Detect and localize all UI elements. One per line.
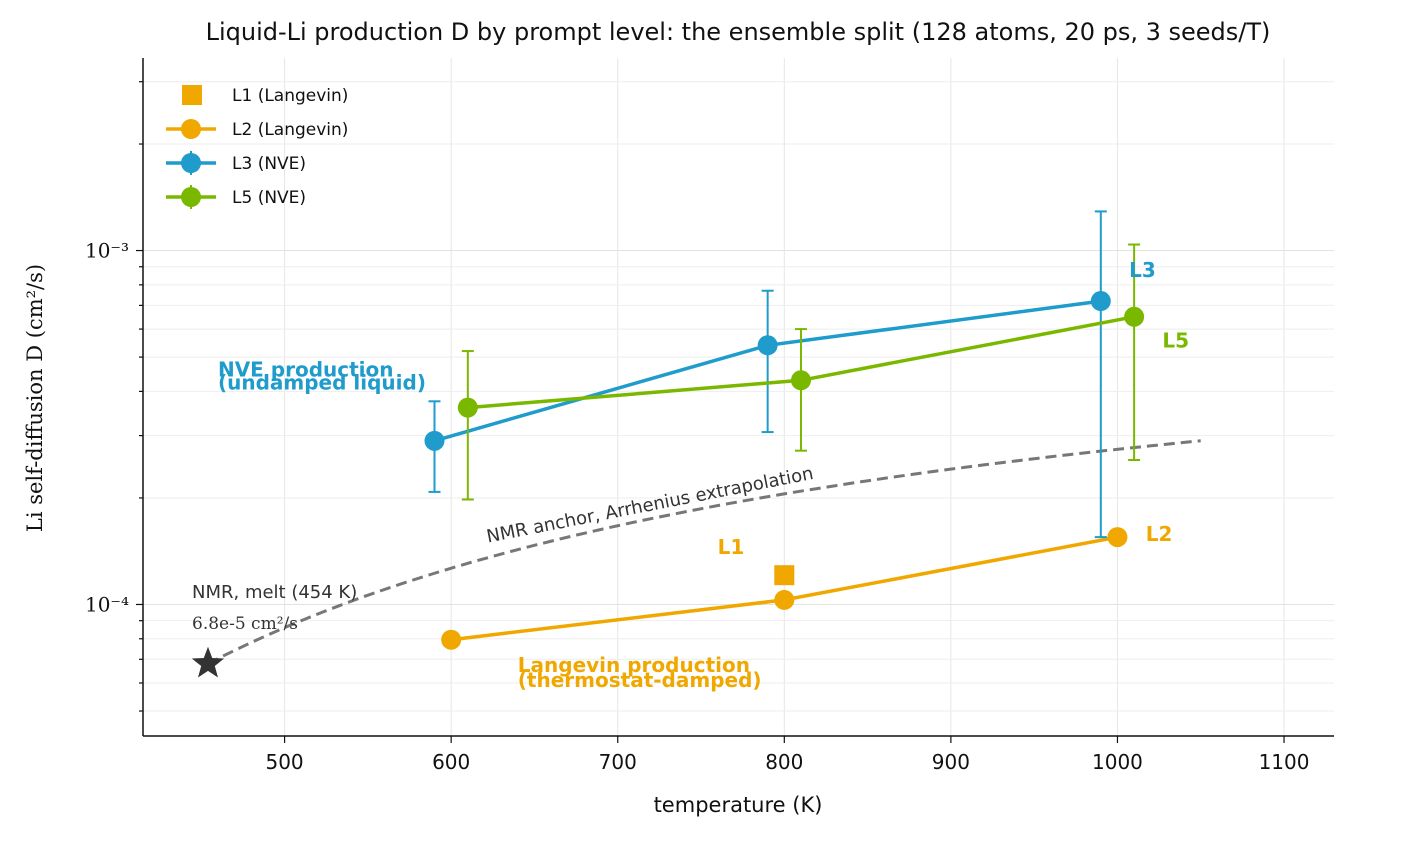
legend-item: L3 (NVE) — [166, 151, 306, 175]
y-tick-label: 10⁻³ — [85, 239, 129, 263]
x-tick-label: 700 — [599, 750, 637, 774]
legend-marker — [181, 119, 201, 139]
melt-value-label: 6.8e-5 cm²/s — [192, 614, 298, 634]
legend: L1 (Langevin) L2 (Langevin) L3 (NVE) L5 (NV… — [166, 85, 348, 209]
x-tick-label: 800 — [765, 750, 803, 774]
series-layer — [424, 210, 1145, 650]
data-point — [1124, 306, 1145, 327]
x-tick-label: 500 — [265, 750, 303, 774]
data-point — [424, 430, 445, 451]
legend-marker-square — [182, 85, 202, 105]
y-tick-label: 10⁻⁴ — [85, 592, 129, 616]
legend-marker — [181, 187, 201, 207]
annotation-label: L5 — [1162, 329, 1189, 353]
data-point — [457, 397, 478, 418]
x-tick-label: 1100 — [1259, 750, 1310, 774]
reference-label: NMR anchor, Arrhenius extrapolation — [485, 463, 815, 547]
data-point — [1090, 291, 1111, 312]
legend-label: L5 (NVE) — [232, 188, 306, 208]
annotations: NVE production(undamped liquid) Langevin … — [218, 258, 1189, 692]
data-point — [790, 370, 811, 391]
melt-label: NMR, melt (454 K) — [192, 582, 357, 603]
annotation-label: Langevin production — [518, 653, 750, 677]
data-point — [1107, 527, 1128, 548]
reference-curve: NMR anchor, Arrhenius extrapolation NMR, … — [191, 439, 1201, 678]
annotation-label: L2 — [1146, 522, 1173, 546]
data-point — [441, 629, 462, 650]
data-point — [774, 589, 795, 610]
legend-label: L1 (Langevin) — [232, 86, 348, 106]
chart-title: Liquid-Li production D by prompt level: … — [206, 18, 1271, 46]
annotation-label: (thermostat-damped) — [518, 668, 762, 692]
annotation-label: L3 — [1129, 258, 1156, 282]
legend-marker — [181, 153, 201, 173]
series-4 — [457, 243, 1145, 501]
y-axis-label: Li self-diffusion D (cm²/s) — [23, 264, 47, 532]
arrhenius-curve — [207, 439, 1201, 666]
legend-item: L5 (NVE) — [166, 185, 306, 209]
data-point — [757, 335, 778, 356]
legend-item: L2 (Langevin) — [166, 119, 348, 140]
grid — [143, 58, 1334, 736]
data-point-square — [774, 565, 795, 586]
series-3 — [424, 210, 1111, 539]
x-tick-label: 1000 — [1092, 750, 1143, 774]
x-axis-label: temperature (K) — [654, 793, 823, 817]
legend-label: L3 (NVE) — [232, 154, 306, 174]
legend-label: L2 (Langevin) — [232, 120, 348, 140]
annotation-label: L1 — [718, 535, 745, 559]
melt-star-marker — [191, 646, 225, 678]
series-1 — [774, 565, 795, 586]
annotation-label: (undamped liquid) — [218, 370, 426, 394]
annotation-label: NVE production — [218, 358, 394, 382]
series-2 — [441, 527, 1128, 650]
x-tick-label: 600 — [432, 750, 470, 774]
x-tick-label: 900 — [932, 750, 970, 774]
legend-item: L1 (Langevin) — [182, 85, 348, 106]
axes: 500 600 700 800 900 1000 1100 10⁻³ 10⁻⁴ — [85, 58, 1334, 774]
